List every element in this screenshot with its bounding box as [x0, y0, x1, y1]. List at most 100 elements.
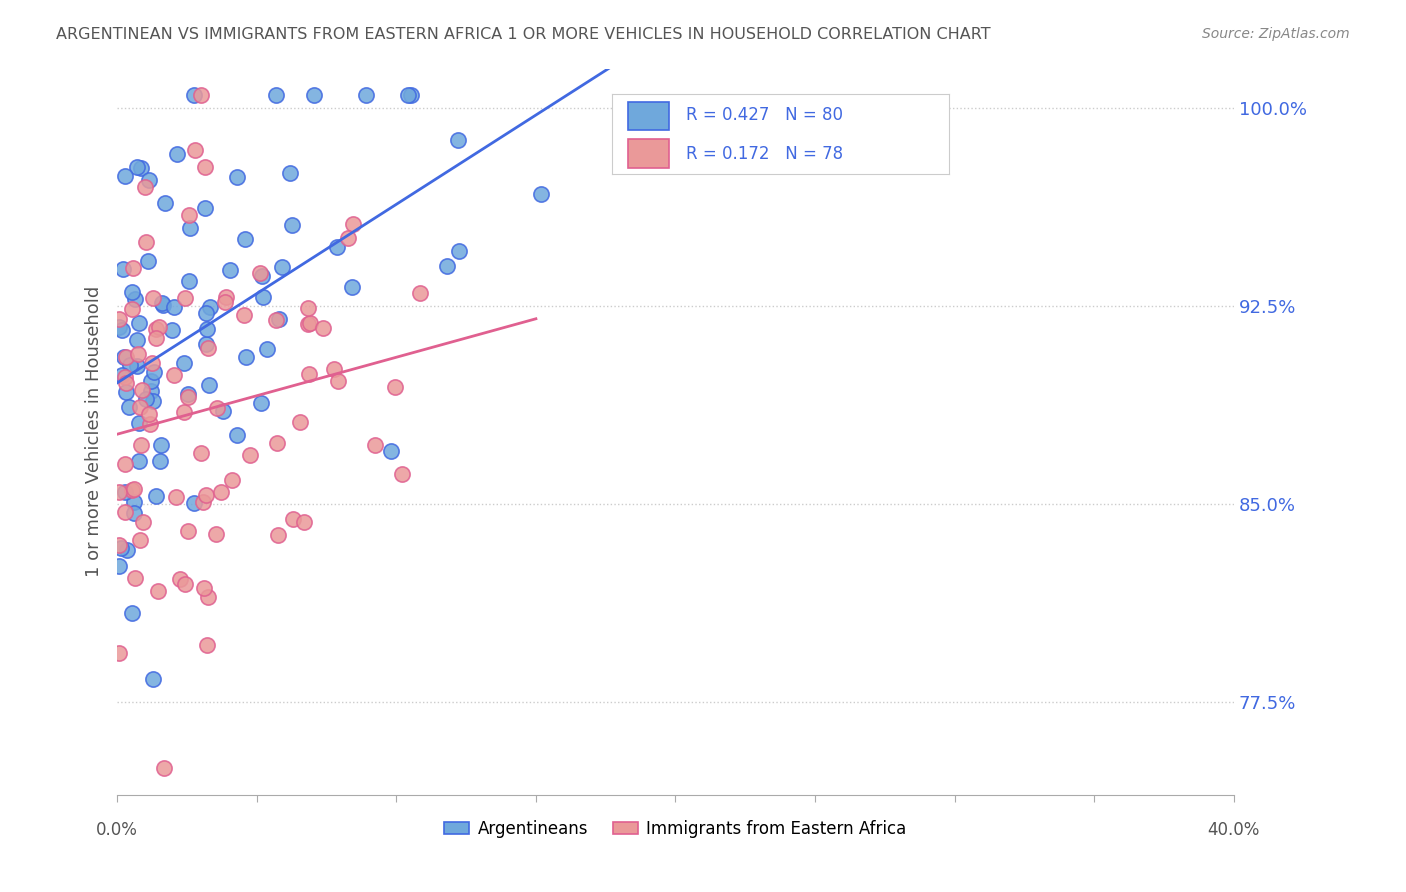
Point [312, 320, 335, 334]
Point [322, 362, 344, 376]
Point [112, 261, 135, 276]
Point [114, 169, 136, 183]
Point [205, 401, 228, 416]
Point [165, 490, 187, 504]
Point [179, 221, 201, 235]
Point [190, 446, 212, 460]
Point [380, 443, 402, 458]
Point [179, 208, 201, 222]
Point [124, 292, 146, 306]
Point [340, 280, 363, 294]
Point [233, 308, 256, 322]
Point [121, 606, 143, 620]
Point [226, 428, 249, 442]
Point [177, 524, 200, 538]
Point [142, 365, 165, 379]
Point [342, 218, 364, 232]
Point [364, 438, 387, 452]
Bar [628, 139, 669, 168]
Point [134, 179, 156, 194]
Point [195, 306, 218, 320]
Point [194, 160, 217, 174]
Point [173, 356, 195, 370]
Point [299, 316, 322, 330]
Point [139, 384, 162, 398]
Point [288, 415, 311, 429]
Point [298, 367, 321, 381]
Point [214, 294, 236, 309]
Point [280, 218, 302, 232]
Point [142, 672, 165, 686]
Point [121, 261, 143, 276]
Point [128, 316, 150, 330]
Point [163, 368, 186, 383]
Point [401, 87, 423, 102]
Point [150, 295, 173, 310]
Point [264, 312, 287, 326]
Point [267, 311, 290, 326]
Point [183, 496, 205, 510]
Point [326, 375, 349, 389]
Point [141, 356, 163, 370]
Point [252, 289, 274, 303]
Point [177, 274, 200, 288]
Point [125, 160, 148, 174]
Point [198, 301, 221, 315]
Point [129, 533, 152, 547]
Point [226, 170, 249, 185]
Point [250, 396, 273, 410]
Point [176, 390, 198, 404]
Point [194, 488, 217, 502]
Point [169, 572, 191, 586]
Point [145, 331, 167, 345]
Point [447, 132, 470, 146]
Point [264, 87, 287, 102]
Point [128, 417, 150, 431]
Point [326, 240, 349, 254]
Point [530, 186, 553, 201]
Legend: Argentineans, Immigrants from Eastern Africa: Argentineans, Immigrants from Eastern Af… [437, 814, 914, 845]
Point [132, 515, 155, 529]
Point [114, 457, 136, 471]
Point [131, 383, 153, 397]
Point [110, 541, 132, 555]
Point [136, 254, 159, 268]
Point [173, 405, 195, 419]
Point [249, 266, 271, 280]
Point [204, 526, 226, 541]
Point [384, 380, 406, 394]
Point [139, 417, 162, 431]
Point [108, 312, 131, 326]
Point [149, 438, 172, 452]
Point [114, 376, 136, 390]
Point [212, 403, 235, 417]
Point [138, 172, 160, 186]
Point [149, 454, 172, 468]
Point [190, 87, 212, 102]
Point [449, 244, 471, 259]
Point [107, 646, 129, 660]
Point [174, 577, 197, 591]
Point [111, 368, 134, 383]
Point [121, 285, 143, 299]
Point [146, 584, 169, 599]
Point [163, 301, 186, 315]
Text: 40.0%: 40.0% [1208, 822, 1260, 839]
Point [124, 571, 146, 585]
Point [145, 322, 167, 336]
Point [250, 268, 273, 283]
Point [107, 538, 129, 552]
Point [162, 323, 184, 337]
Point [142, 291, 165, 305]
Point [281, 512, 304, 526]
Point [211, 485, 233, 500]
Point [174, 291, 197, 305]
Point [139, 374, 162, 388]
Point [193, 495, 215, 509]
Point [177, 387, 200, 401]
Point [436, 260, 458, 274]
Point [235, 350, 257, 364]
Point [166, 147, 188, 161]
Point [135, 392, 157, 406]
Point [197, 591, 219, 605]
